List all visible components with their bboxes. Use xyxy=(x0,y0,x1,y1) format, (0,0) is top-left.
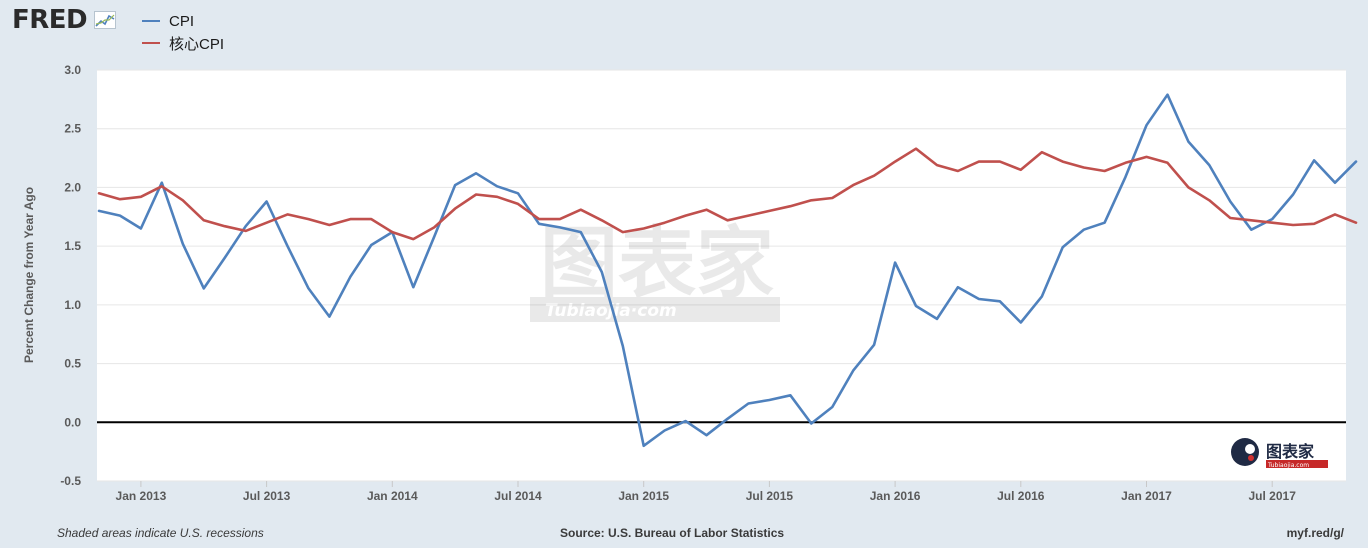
chart-legend: CPI 核心CPI xyxy=(142,10,224,54)
x-tick-label: Jan 2015 xyxy=(618,489,669,503)
y-tick-label: 0.0 xyxy=(64,415,81,429)
corner-logo-text: 图表家 xyxy=(1266,442,1315,461)
corner-logo-icon-accent xyxy=(1248,455,1254,461)
y-tick-label: 3.0 xyxy=(64,63,81,77)
x-tick-label: Jan 2017 xyxy=(1121,489,1172,503)
y-tick-label: -0.5 xyxy=(60,474,81,488)
legend-item-core-cpi: 核心CPI xyxy=(142,32,224,54)
fred-logo: FRED xyxy=(12,5,116,35)
corner-logo-icon xyxy=(1231,438,1259,466)
gridlines xyxy=(97,69,1346,482)
x-tick-label: Jul 2016 xyxy=(997,489,1045,503)
x-axis-ticks: Jan 2013 Jul 2013 Jan 2014 Jul 2014 Jan 2015… xyxy=(116,481,1297,503)
x-tick-label: Jul 2017 xyxy=(1249,489,1297,503)
tubiaojia-corner-logo: 图表家 Tubiaojia.com xyxy=(1231,438,1328,469)
watermark: 图表家 Tubiaojia·com xyxy=(530,219,780,322)
y-tick-label: 1.5 xyxy=(64,239,81,253)
data-series xyxy=(97,93,1358,448)
legend-item-cpi: CPI xyxy=(142,10,224,32)
footer: Shaded areas indicate U.S. recessions So… xyxy=(0,526,1368,544)
legend-swatch-cpi xyxy=(142,20,160,22)
line-chart: 图表家 Tubiaojia·com -0.5 0.0 0.5 1.0 1.5 2.0 2.5… xyxy=(22,63,1358,503)
x-tick-label: Jul 2014 xyxy=(494,489,542,503)
recession-note: Shaded areas indicate U.S. recessions xyxy=(57,526,264,540)
y-axis-ticks: -0.5 0.0 0.5 1.0 1.5 2.0 2.5 3.0 xyxy=(60,63,81,488)
plot-background xyxy=(97,70,1346,481)
series-line-cpi xyxy=(97,93,1358,448)
y-axis-label: Percent Change from Year Ago xyxy=(22,187,36,363)
watermark-main-text: 图表家 xyxy=(540,219,774,309)
x-tick-label: Jan 2014 xyxy=(367,489,418,503)
x-tick-label: Jan 2013 xyxy=(116,489,167,503)
x-tick-label: Jan 2016 xyxy=(870,489,921,503)
line-graph-icon xyxy=(93,11,116,29)
y-tick-label: 1.0 xyxy=(64,298,81,312)
y-tick-label: 2.5 xyxy=(64,122,81,136)
legend-label-cpi: CPI xyxy=(169,12,195,30)
source-note: Source: U.S. Bureau of Labor Statistics xyxy=(560,526,785,540)
watermark-sub-bg xyxy=(530,297,780,322)
x-tick-label: Jul 2015 xyxy=(746,489,794,503)
corner-logo-sub: Tubiaojia.com xyxy=(1267,462,1309,469)
short-link[interactable]: myf.red/g/ xyxy=(1286,526,1344,540)
series-line-core-cpi xyxy=(97,147,1358,241)
corner-logo-icon-dot xyxy=(1245,444,1255,454)
y-tick-label: 2.0 xyxy=(64,180,81,194)
fred-logo-text: FRED xyxy=(12,5,88,35)
legend-swatch-core-cpi xyxy=(142,42,160,44)
corner-logo-sub-bg xyxy=(1266,460,1328,468)
y-tick-label: 0.5 xyxy=(64,357,81,371)
x-tick-label: Jul 2013 xyxy=(243,489,291,503)
legend-label-core-cpi: 核心CPI xyxy=(169,35,225,53)
watermark-sub-text: Tubiaojia·com xyxy=(545,301,677,321)
